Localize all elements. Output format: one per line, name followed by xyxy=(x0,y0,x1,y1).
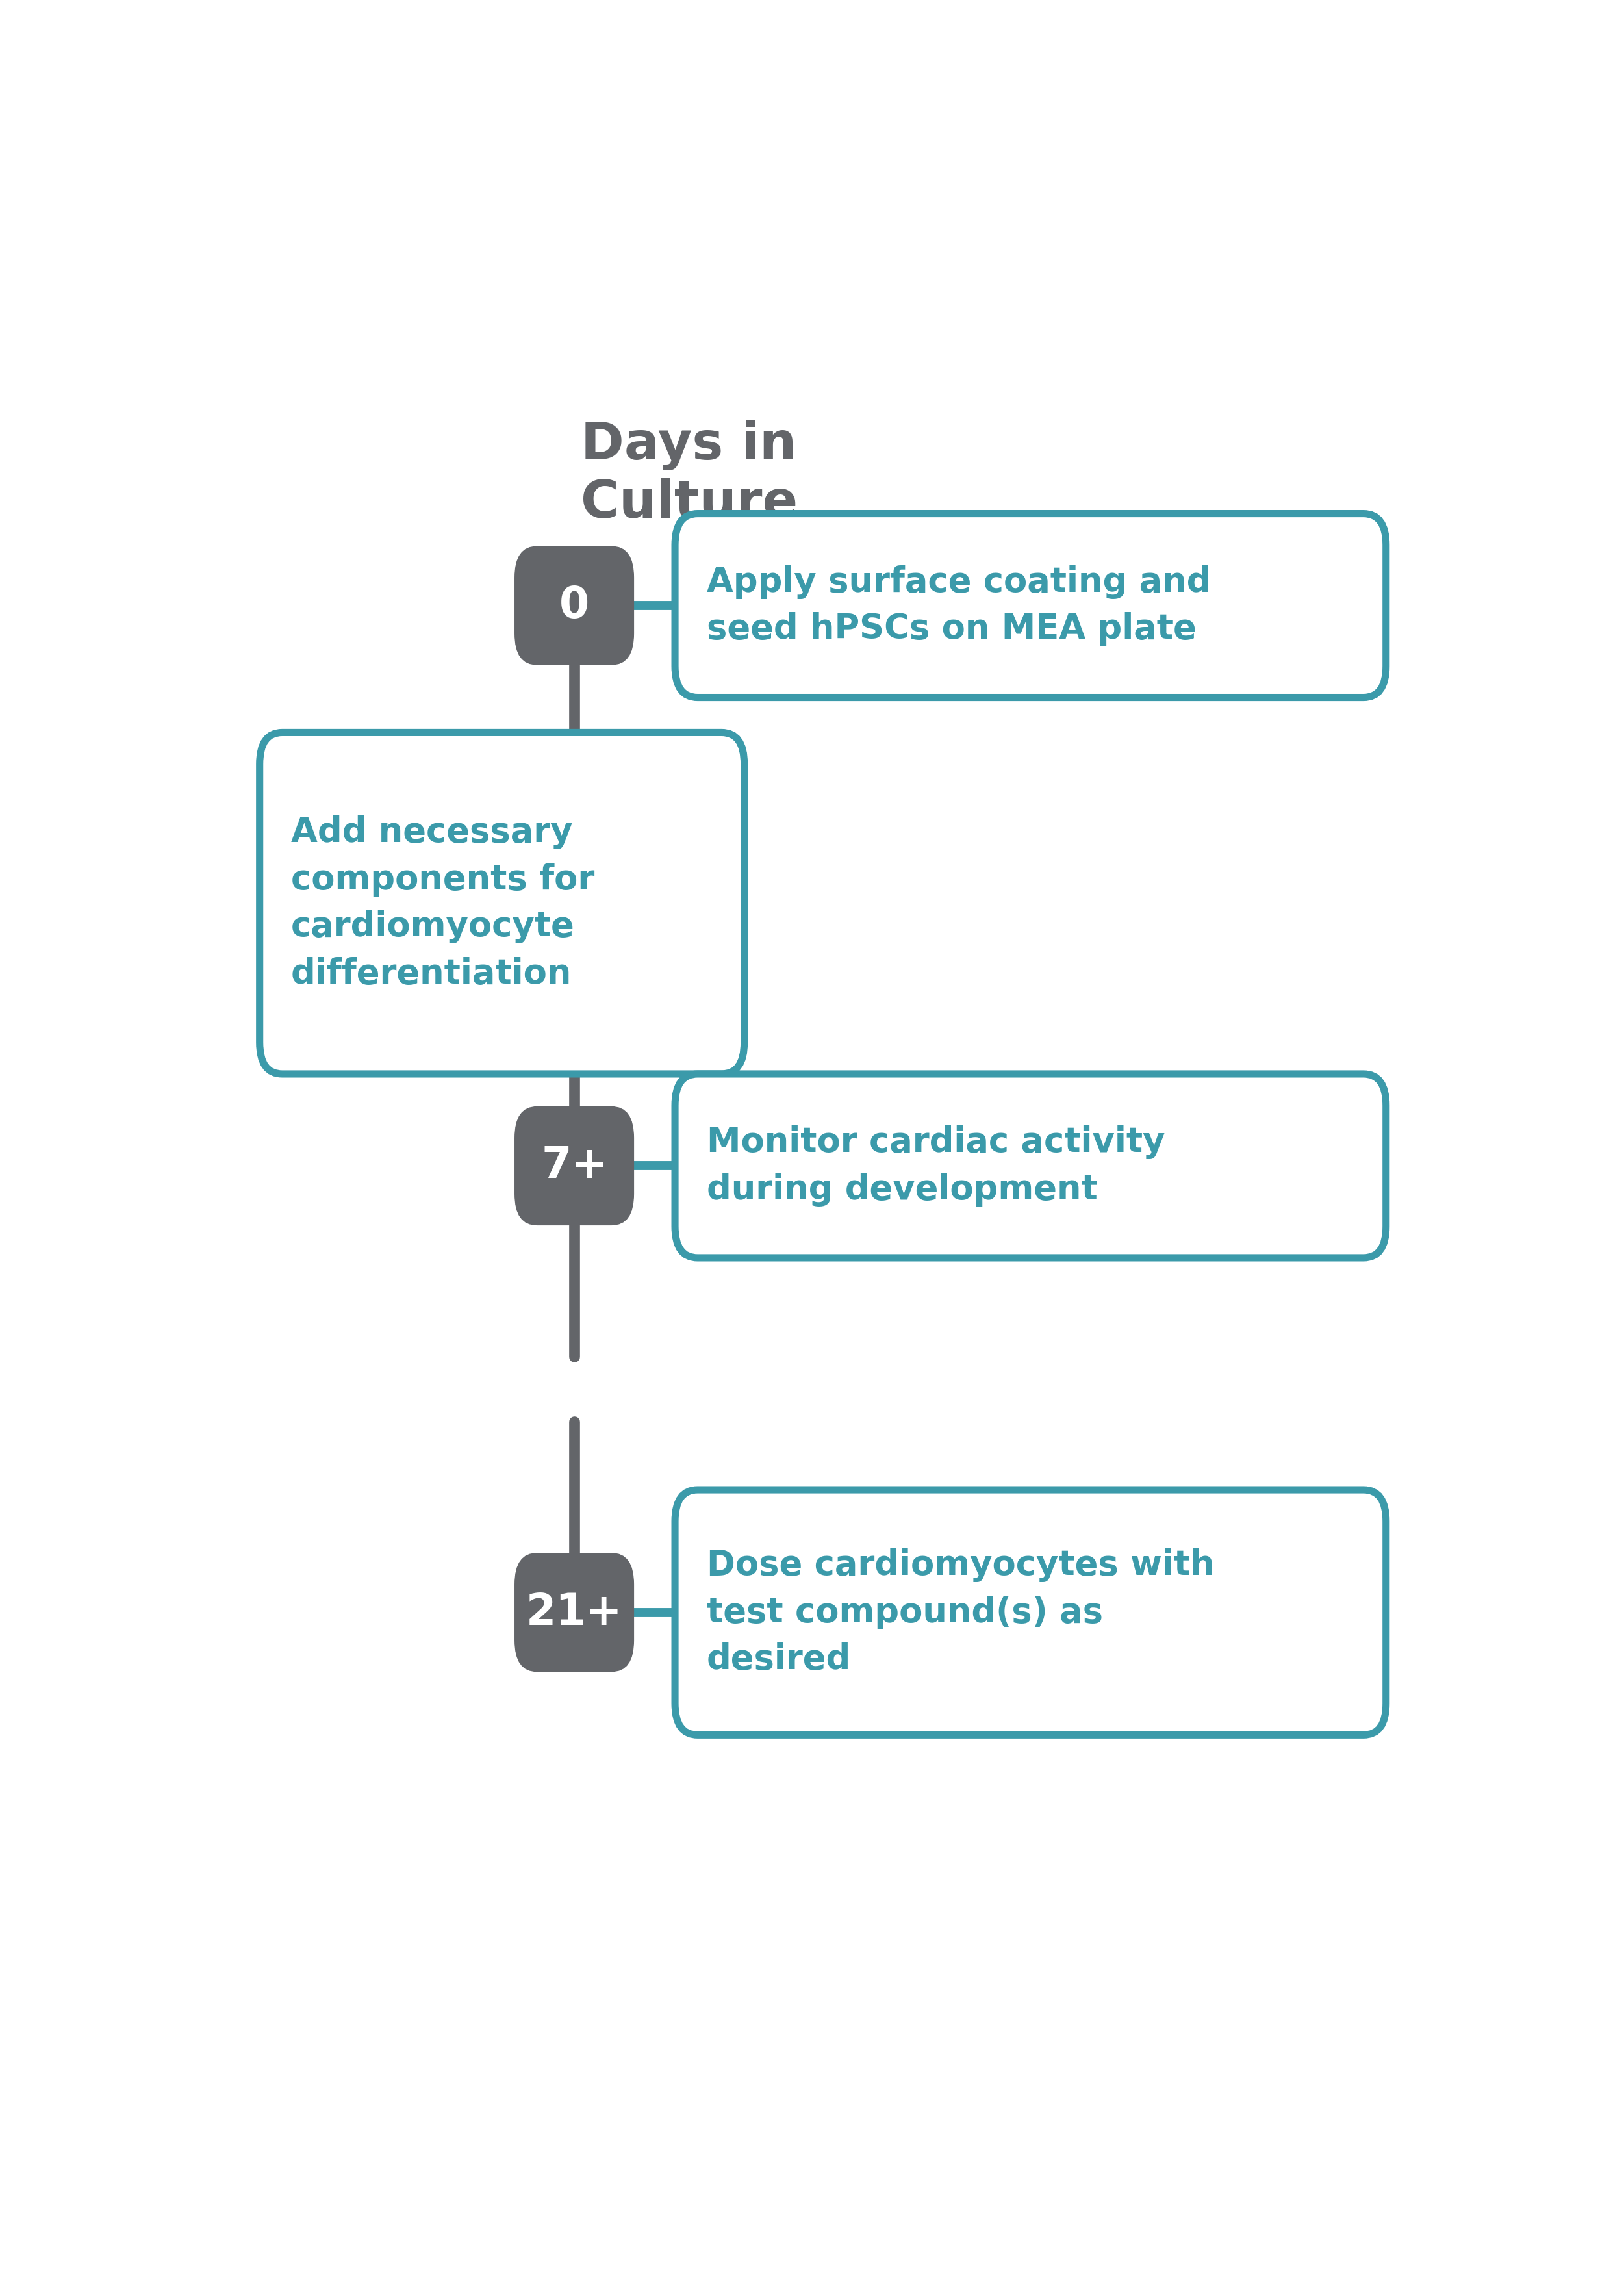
Text: 7+: 7+ xyxy=(541,1144,607,1187)
FancyBboxPatch shape xyxy=(676,1073,1387,1258)
Text: Add necessary
components for
cardiomyocyte
differentiation: Add necessary components for cardiomyocy… xyxy=(291,816,594,991)
FancyBboxPatch shape xyxy=(515,1553,633,1671)
FancyBboxPatch shape xyxy=(676,514,1387,698)
Text: Days in
Culture: Days in Culture xyxy=(581,421,797,530)
Text: Monitor cardiac activity
during development: Monitor cardiac activity during developm… xyxy=(706,1126,1164,1205)
Text: 21+: 21+ xyxy=(526,1592,622,1633)
Text: Dose cardiomyocytes with
test compound(s) as
desired: Dose cardiomyocytes with test compound(s… xyxy=(706,1549,1215,1676)
FancyBboxPatch shape xyxy=(260,732,744,1073)
Text: 0: 0 xyxy=(559,584,590,628)
Text: Apply surface coating and
seed hPSCs on MEA plate: Apply surface coating and seed hPSCs on … xyxy=(706,566,1212,646)
FancyBboxPatch shape xyxy=(676,1489,1387,1735)
FancyBboxPatch shape xyxy=(515,1107,633,1226)
FancyBboxPatch shape xyxy=(515,546,633,664)
